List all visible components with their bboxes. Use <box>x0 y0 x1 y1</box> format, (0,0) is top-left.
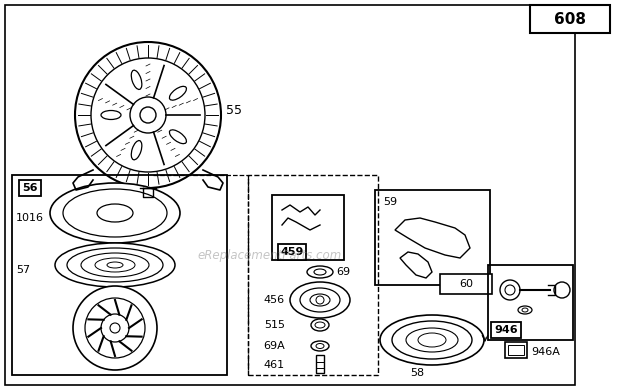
Text: 56: 56 <box>22 183 38 193</box>
Text: 59: 59 <box>383 197 397 207</box>
Bar <box>272 195 344 260</box>
Text: 60: 60 <box>459 279 473 289</box>
Ellipse shape <box>290 282 350 318</box>
Text: 57: 57 <box>16 265 30 275</box>
Ellipse shape <box>131 140 142 160</box>
Text: 69A: 69A <box>264 341 285 351</box>
Bar <box>316 355 324 373</box>
Text: 69: 69 <box>336 267 350 277</box>
Ellipse shape <box>101 110 121 119</box>
Circle shape <box>500 280 520 300</box>
Ellipse shape <box>169 130 187 144</box>
Bar <box>375 190 490 285</box>
Bar <box>530 5 610 33</box>
Ellipse shape <box>55 243 175 287</box>
Ellipse shape <box>518 306 532 314</box>
Ellipse shape <box>50 183 180 243</box>
Bar <box>508 345 524 355</box>
Circle shape <box>75 42 221 188</box>
Text: 946: 946 <box>494 325 518 335</box>
Text: 946A: 946A <box>531 347 560 357</box>
Ellipse shape <box>307 266 333 278</box>
Ellipse shape <box>380 315 484 365</box>
Text: 55: 55 <box>226 103 242 117</box>
Ellipse shape <box>169 86 187 100</box>
Ellipse shape <box>311 341 329 351</box>
Circle shape <box>554 282 570 298</box>
Text: 456: 456 <box>264 295 285 305</box>
Text: 1016: 1016 <box>16 213 44 223</box>
Ellipse shape <box>131 70 142 89</box>
Text: eReplacementParts.com: eReplacementParts.com <box>198 248 342 262</box>
Bar <box>440 274 492 294</box>
Ellipse shape <box>311 319 329 331</box>
Text: 515: 515 <box>264 320 285 330</box>
Bar <box>505 342 527 358</box>
Bar <box>12 175 227 375</box>
Bar <box>488 265 573 340</box>
Text: 459: 459 <box>280 247 304 257</box>
Bar <box>248 175 378 375</box>
Circle shape <box>73 286 157 370</box>
Text: 608: 608 <box>554 11 586 27</box>
Text: 461: 461 <box>264 360 285 370</box>
Text: 58: 58 <box>410 368 424 378</box>
